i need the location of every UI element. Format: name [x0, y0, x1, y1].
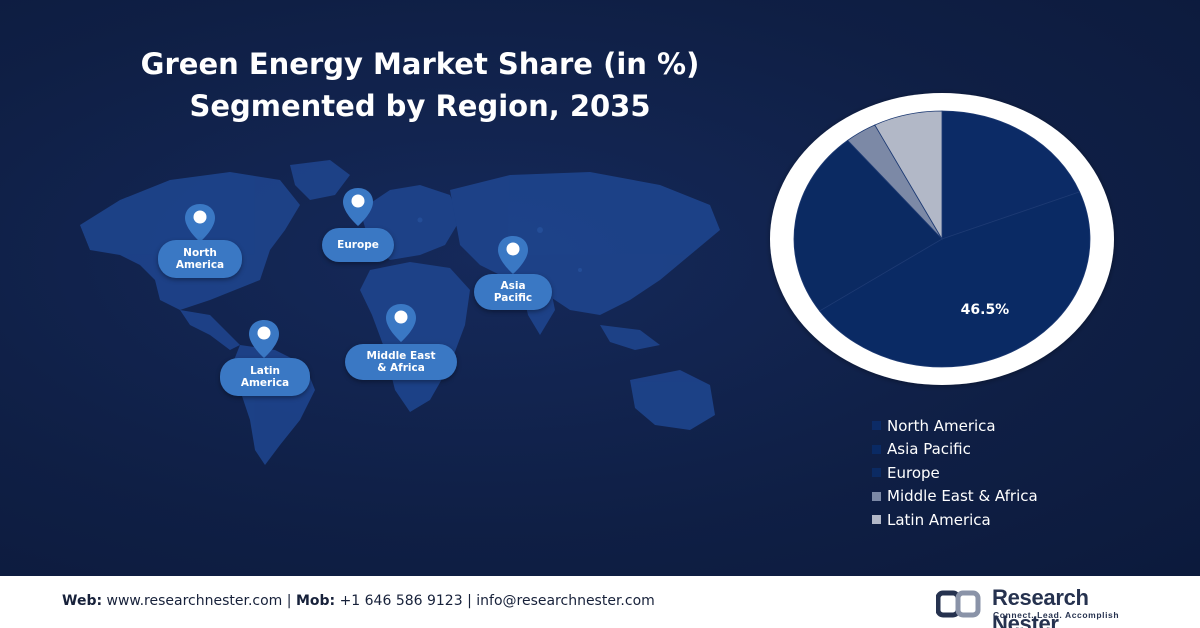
phone-number: +1 646 586 9123 — [339, 593, 463, 609]
email-link[interactable]: info@researchnester.com — [476, 593, 655, 609]
legend-item: Asia Pacific — [872, 438, 1038, 462]
map-pin-icon — [498, 236, 528, 274]
map-pin-icon — [185, 204, 215, 242]
logo-tagline: Connect. Lead. Accomplish — [993, 610, 1120, 620]
legend-label: North America — [887, 416, 996, 435]
map-pin-icon — [249, 320, 279, 358]
map-australia — [630, 370, 715, 430]
research-nester-logo: Research Nester Connect. Lead. Accomplis… — [936, 585, 1156, 628]
pie-data-label: 46.5% — [961, 302, 1010, 318]
pie-slices — [793, 110, 1091, 368]
pie-chart: 46.5% — [770, 93, 1114, 385]
map-label-text: Middle East & Africa — [366, 350, 436, 374]
map-label-europe: Europe — [322, 228, 394, 262]
map-label-latin-america: Latin America — [220, 358, 310, 396]
legend-label: Europe — [887, 463, 940, 482]
legend-item: Middle East & Africa — [872, 485, 1038, 509]
separator: | — [467, 593, 472, 609]
chart-title-line1: Green Energy Market Share (in %) — [140, 47, 700, 81]
map-greenland — [290, 160, 350, 200]
map-label-middle-east-africa: Middle East & Africa — [345, 344, 457, 380]
legend-swatch — [872, 421, 881, 431]
logo-icon — [936, 590, 981, 618]
legend-item: Europe — [872, 461, 1038, 485]
pie-slice-asia-pacific — [818, 191, 1091, 368]
pie-slice-latin-america — [874, 110, 943, 241]
web-label: Web: — [62, 593, 103, 609]
world-map — [80, 160, 720, 465]
map-label-text: Asia Pacific — [493, 280, 533, 304]
mob-label: Mob: — [295, 593, 336, 609]
web-link[interactable]: www.researchnester.com — [106, 593, 283, 609]
legend-swatch — [872, 515, 881, 525]
map-label-asia-pacific: Asia Pacific — [474, 274, 552, 310]
chart-title-line2: Segmented by Region, 2035 — [189, 89, 651, 123]
map-southeast-asia — [600, 325, 660, 350]
logo-name: Research Nester — [992, 585, 1089, 628]
legend-swatch — [872, 444, 881, 454]
legend-label: Middle East & Africa — [887, 487, 1038, 506]
map-pin-icon — [343, 188, 373, 226]
map-label-text: Latin America — [240, 365, 290, 389]
map-label-text: North America — [175, 247, 225, 271]
pie-slice-europe — [793, 139, 943, 312]
footer: Web: www.researchnester.com | Mob: +1 64… — [0, 576, 1200, 628]
legend-label: Latin America — [887, 510, 991, 529]
map-label-north-america: North America — [158, 240, 242, 278]
chart-legend: North America Asia Pacific Europe Middle… — [872, 414, 1038, 532]
legend-item: North America — [872, 414, 1038, 438]
main-panel: Green Energy Market Share (in %) Segment… — [0, 0, 1200, 576]
legend-label: Asia Pacific — [887, 440, 971, 459]
map-pin-icon — [386, 304, 416, 342]
contact-info: Web: www.researchnester.com | Mob: +1 64… — [62, 593, 655, 609]
map-central-america — [180, 310, 240, 350]
legend-swatch — [872, 468, 881, 478]
pie-slice-north-america — [941, 110, 1081, 240]
legend-swatch — [872, 491, 881, 501]
map-label-text: Europe — [337, 239, 379, 251]
legend-item: Latin America — [872, 508, 1038, 532]
separator: | — [286, 593, 292, 609]
